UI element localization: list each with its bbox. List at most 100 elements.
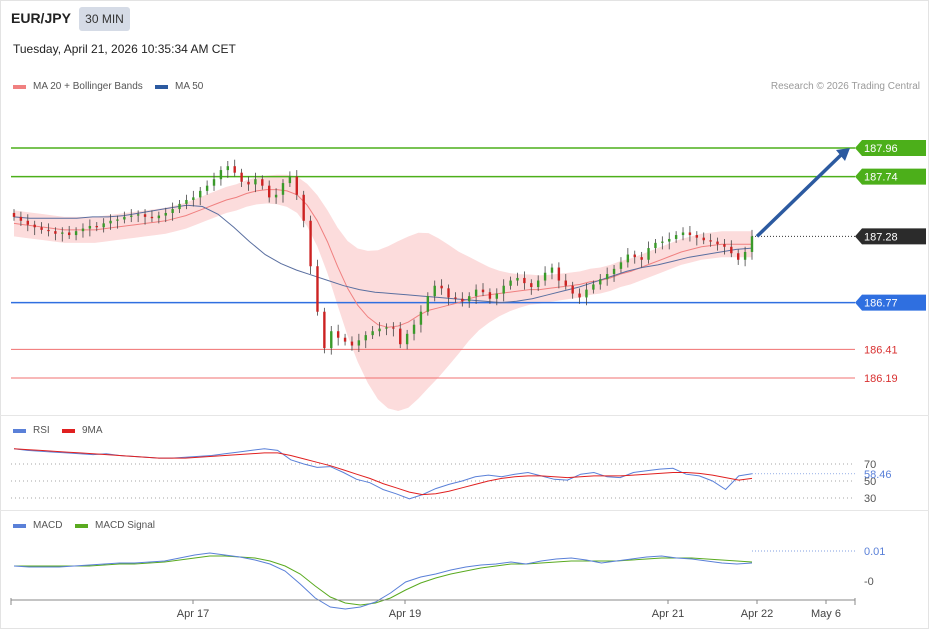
rsi-tick-label: 50 [864, 476, 876, 488]
candle-body [716, 241, 719, 245]
ma50-line [13, 204, 753, 304]
candle-body [426, 296, 430, 312]
research-credit: Research © 2026 Trading Central [770, 81, 920, 92]
candle-body [474, 289, 478, 297]
rsi-ma-line [13, 448, 753, 496]
level-label-resistance: 187.96 [864, 143, 898, 155]
candle-body [364, 335, 367, 341]
last-price-label: 187.28 [864, 231, 898, 243]
candle-body [336, 331, 340, 338]
candle-body [295, 176, 298, 195]
candle-body [12, 212, 16, 217]
candle-body [164, 212, 167, 216]
candle-body [219, 170, 223, 180]
candle-body [302, 194, 305, 221]
candle-body [419, 311, 423, 325]
candle-body [357, 340, 361, 346]
rsi-tick-label: 30 [864, 493, 876, 505]
time-tick-label: Apr 19 [389, 608, 421, 620]
candle-body [212, 179, 216, 186]
legend-macd-signal-swatch [75, 524, 88, 528]
candle-body [274, 194, 278, 198]
candle-body [240, 172, 243, 182]
level-label-support: 186.19 [864, 373, 898, 385]
candle-body [585, 289, 588, 298]
forecast-arrowhead [836, 148, 850, 161]
candle-body [440, 285, 443, 289]
candle-body [709, 240, 712, 242]
candle-body [136, 214, 140, 216]
candle-body [454, 297, 457, 299]
candle-body [67, 232, 71, 236]
macd-tick-label: -0 [864, 576, 874, 588]
time-tick-label: May 6 [811, 608, 841, 620]
candle-body [750, 236, 754, 252]
time-tick-label: Apr 17 [177, 608, 209, 620]
candle-body [185, 199, 188, 204]
candle-body [233, 166, 236, 173]
candle-body [378, 328, 381, 332]
candle-body [447, 288, 450, 298]
candle-body [81, 228, 85, 232]
candle-body [488, 292, 492, 299]
candle-body [33, 224, 36, 228]
candle-body [61, 232, 64, 234]
timeframe-button[interactable]: 30 MIN [79, 7, 130, 31]
candle-body [647, 248, 650, 260]
legend-macd-swatch [13, 524, 26, 528]
candle-body [74, 231, 78, 236]
candle-body [178, 203, 181, 210]
candle-body [405, 333, 409, 345]
candle-body [433, 285, 436, 297]
candle-body [495, 293, 499, 299]
candle-body [564, 280, 567, 286]
legend-rsi-swatch [13, 429, 26, 433]
ma20-line [13, 189, 752, 328]
candle-body [171, 209, 174, 213]
legend-ma20-label: MA 20 + Bollinger Bands [33, 81, 143, 92]
candle-body [640, 257, 643, 260]
candle-body [674, 235, 678, 239]
level-tag-pivot [855, 294, 926, 311]
candle-body [19, 216, 23, 221]
time-tick-label: Apr 22 [741, 608, 773, 620]
candle-body [571, 285, 574, 294]
candle-body [116, 219, 119, 221]
candle-body [668, 238, 671, 242]
candle-body [695, 235, 699, 238]
candle-body [599, 279, 602, 285]
candle-body [254, 179, 257, 185]
candle-body [619, 262, 623, 269]
legend-ma50-label: MA 50 [175, 81, 204, 92]
candle-body [481, 289, 485, 293]
candle-body [702, 237, 705, 241]
forecast-arrow [755, 152, 844, 238]
candle-body [343, 337, 347, 342]
candle-body [205, 185, 209, 191]
candle-body [543, 272, 547, 281]
candle-body [612, 268, 616, 275]
candle-body [723, 244, 726, 247]
candle-body [399, 328, 402, 345]
candle-body [102, 223, 105, 228]
candle-body [130, 215, 133, 217]
candle-body [461, 298, 464, 302]
rsi-last-value: 58.46 [864, 469, 892, 481]
candle-body [40, 227, 43, 230]
candle-body [737, 253, 740, 260]
candle-body [88, 225, 92, 229]
macd-line [13, 552, 753, 610]
candle-body [47, 229, 50, 232]
candle-body [661, 241, 664, 243]
candle-body [323, 311, 326, 349]
candle-body [385, 327, 388, 329]
candle-body [468, 296, 471, 302]
macd-last-value: 0.01 [864, 546, 885, 558]
candle-body [681, 232, 685, 236]
candle-body [330, 331, 333, 349]
candle-body [530, 283, 533, 288]
candle-body [392, 327, 395, 329]
candle-body [261, 179, 264, 186]
instrument-title: EUR/JPY [11, 10, 71, 26]
